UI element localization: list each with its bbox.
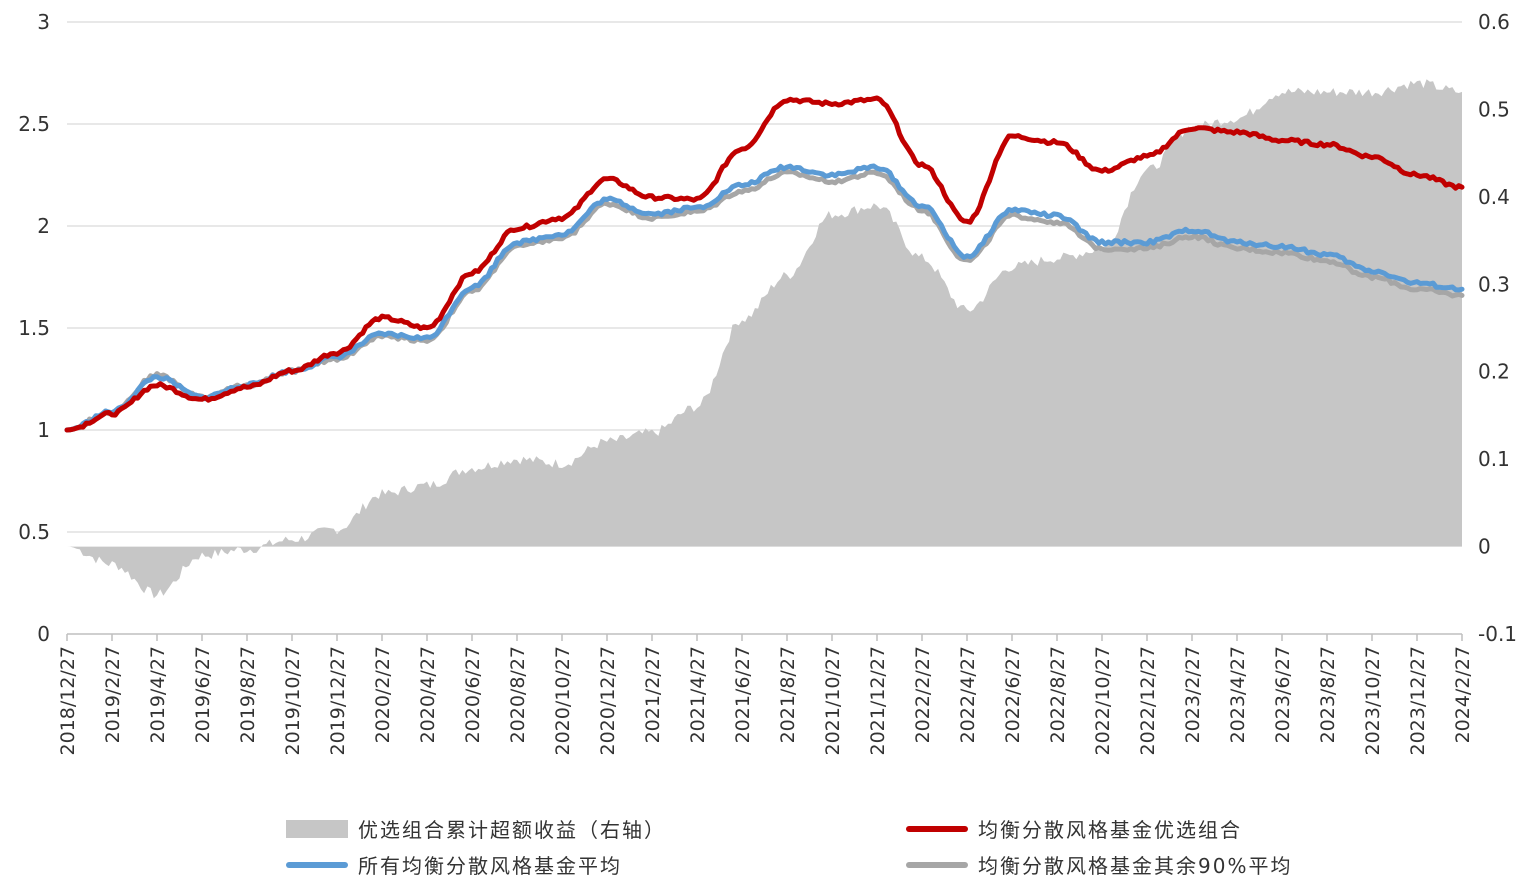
x-tick-label: 2021/10/27 — [822, 646, 844, 756]
series-area-excess-return — [67, 79, 1462, 599]
x-tick-label: 2021/12/27 — [867, 646, 889, 756]
x-tick-label: 2019/8/27 — [237, 646, 259, 743]
y2-tick-label: 0.2 — [1478, 360, 1510, 384]
x-tick-label: 2022/12/27 — [1137, 646, 1159, 756]
x-tick-label: 2022/10/27 — [1092, 646, 1114, 756]
x-tick-label: 2020/8/27 — [507, 646, 529, 743]
x-tick-label: 2023/8/27 — [1317, 646, 1339, 743]
x-tick-label: 2021/4/27 — [687, 646, 709, 743]
x-tick-label: 2018/12/27 — [57, 646, 79, 756]
y2-tick-label: 0.6 — [1478, 10, 1510, 34]
x-tick-label: 2021/6/27 — [732, 646, 754, 743]
y2-tick-label: 0.3 — [1478, 272, 1510, 296]
x-tick-label: 2021/8/27 — [777, 646, 799, 743]
x-tick-label: 2022/8/27 — [1047, 646, 1069, 743]
y2-tick-label: 0.4 — [1478, 185, 1510, 209]
x-tick-label: 2022/6/27 — [1002, 646, 1024, 743]
y-tick-label: 2.5 — [18, 112, 50, 136]
y-tick-label: 0.5 — [18, 520, 50, 544]
x-tick-label: 2022/2/27 — [912, 646, 934, 743]
x-tick-label: 2019/6/27 — [192, 646, 214, 743]
y-tick-label: 2 — [37, 214, 50, 238]
x-tick-label: 2024/2/27 — [1452, 646, 1474, 743]
x-tick-label: 2020/12/27 — [597, 646, 619, 756]
x-tick-label: 2022/4/27 — [957, 646, 979, 743]
x-tick-label: 2023/2/27 — [1182, 646, 1204, 743]
y-tick-label: 1.5 — [18, 316, 50, 340]
x-tick-label: 2019/10/27 — [282, 646, 304, 756]
x-tick-label: 2019/12/27 — [327, 646, 349, 756]
x-tick-label: 2020/4/27 — [417, 646, 439, 743]
y-tick-label: 1 — [37, 418, 50, 442]
x-tick-label: 2019/4/27 — [147, 646, 169, 743]
x-tick-label: 2021/2/27 — [642, 646, 664, 743]
x-tick-label: 2020/10/27 — [552, 646, 574, 756]
x-tick-label: 2023/4/27 — [1227, 646, 1249, 743]
y-tick-label: 0 — [37, 622, 50, 646]
x-tick-label: 2019/2/27 — [102, 646, 124, 743]
y2-tick-label: 0.1 — [1478, 447, 1510, 471]
series-line-selected-portfolio — [64, 95, 1465, 433]
x-tick-label: 2023/6/27 — [1272, 646, 1294, 743]
y2-tick-label: 0.5 — [1478, 97, 1510, 121]
y2-tick-label: 0 — [1478, 535, 1491, 559]
x-tick-label: 2023/12/27 — [1407, 646, 1429, 756]
y2-tick-label: -0.1 — [1478, 622, 1517, 646]
y-tick-label: 3 — [37, 10, 50, 34]
x-tick-label: 2023/10/27 — [1362, 646, 1384, 756]
x-tick-label: 2020/2/27 — [372, 646, 394, 743]
x-tick-label: 2020/6/27 — [462, 646, 484, 743]
